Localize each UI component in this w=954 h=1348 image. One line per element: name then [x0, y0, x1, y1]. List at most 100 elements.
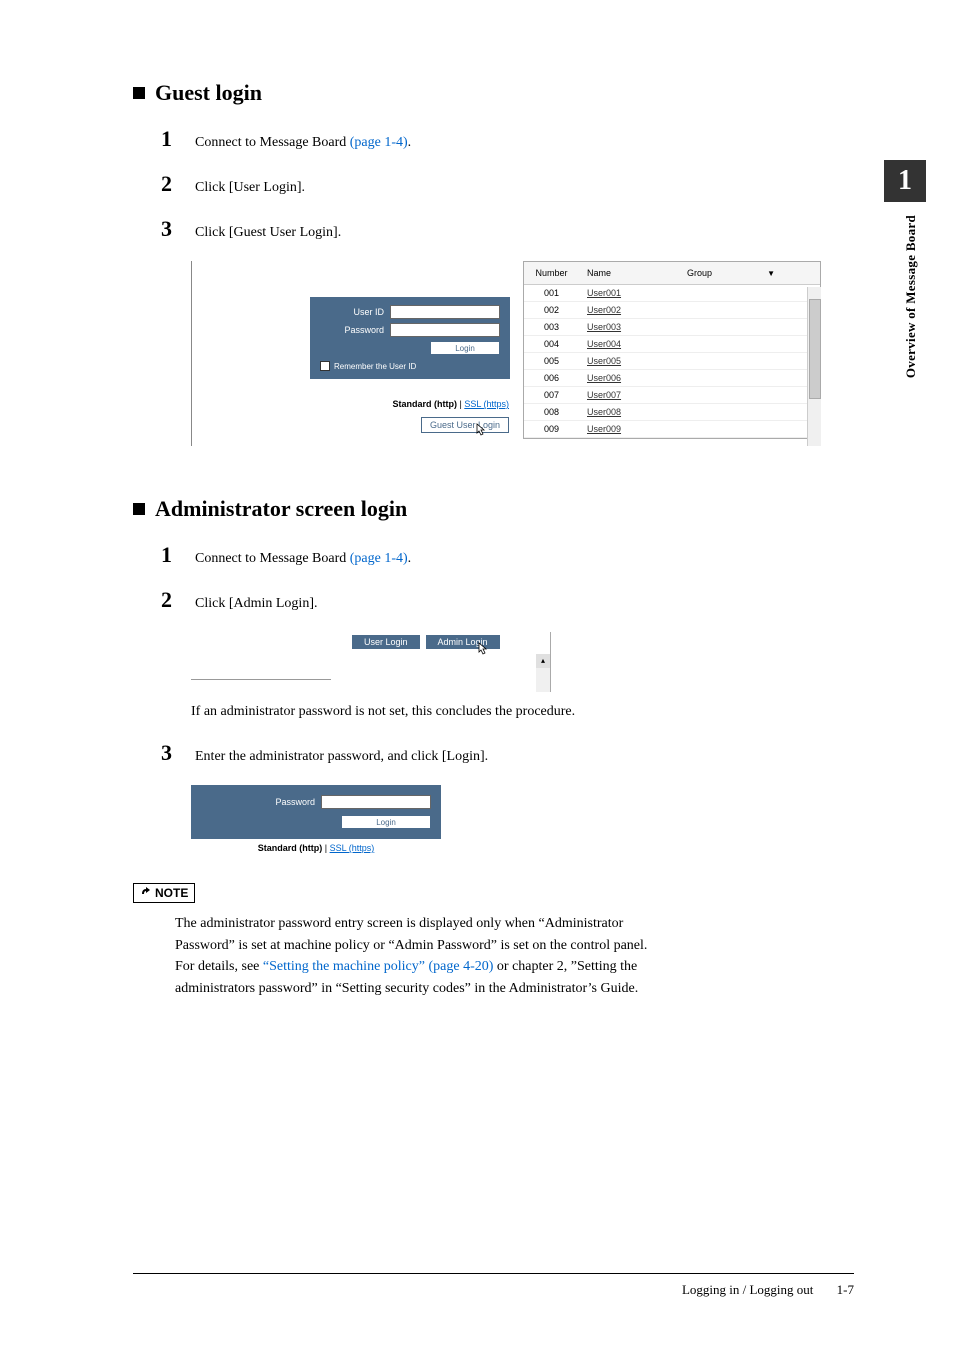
step-row: 2 Click [User Login].	[161, 171, 833, 198]
section-title: Administrator screen login	[155, 496, 407, 522]
step-text: Connect to Message Board (page 1-4).	[195, 132, 411, 153]
note-line: The administrator password entry screen …	[175, 913, 833, 935]
step-text-after: .	[408, 135, 412, 150]
note-icon	[140, 886, 151, 900]
screenshot-guest-login: User ID Password Login Remember the User…	[191, 261, 833, 446]
step2-note: If an administrator password is not set,…	[191, 704, 833, 720]
user-link[interactable]: User005	[587, 356, 621, 366]
step-number: 3	[161, 216, 179, 242]
table-row: 007 User007	[524, 387, 820, 404]
step-number: 1	[161, 126, 179, 152]
th-number: Number	[524, 268, 579, 278]
cell-number: 003	[524, 322, 579, 332]
cell-number: 001	[524, 288, 579, 298]
password-row: Password	[320, 323, 500, 337]
scroll-up-icon: ▴	[536, 654, 550, 668]
remember-checkbox[interactable]	[320, 361, 330, 371]
step-row: 1 Connect to Message Board (page 1-4).	[161, 126, 833, 153]
password-screenshot: Password Login Standard (http) | SSL (ht…	[191, 785, 441, 853]
user-link[interactable]: User004	[587, 339, 621, 349]
user-table: Number Name Group ▼ 001User001 002User00…	[523, 261, 821, 439]
step-text-after: .	[408, 551, 412, 566]
dropdown-icon: ▼	[767, 269, 775, 278]
step-number: 2	[161, 587, 179, 613]
login-panel: User ID Password Login Remember the User…	[310, 297, 510, 379]
page-link[interactable]: (page 1-4)	[350, 551, 408, 566]
table-row: 006 User006	[524, 370, 820, 387]
table-row: 003 User003	[524, 319, 820, 336]
cell-number: 006	[524, 373, 579, 383]
cell-number: 004	[524, 339, 579, 349]
user-id-label: User ID	[353, 307, 384, 317]
vertical-scrollbar[interactable]	[807, 287, 821, 446]
password-input[interactable]	[321, 795, 431, 809]
cell-number: 009	[524, 424, 579, 434]
side-chapter-label: Overview of Message Board	[903, 215, 919, 378]
admin-login-tab[interactable]: Admin Login	[425, 634, 501, 650]
protocol-row: Standard (http) | SSL (https)	[392, 399, 509, 409]
page-link[interactable]: “Setting the machine policy” (page 4-20)	[263, 959, 494, 974]
login-button[interactable]: Login	[341, 815, 431, 829]
step-row: 1 Connect to Message Board (page 1-4).	[161, 542, 833, 569]
step-text: Click [User Login].	[195, 177, 305, 198]
user-link[interactable]: User009	[587, 424, 621, 434]
cell-name: User009	[579, 424, 729, 434]
user-link[interactable]: User002	[587, 305, 621, 315]
cell-name: User008	[579, 407, 729, 417]
step-row: 2 Click [Admin Login].	[161, 587, 833, 614]
divider-line	[191, 679, 331, 680]
note-label: NOTE	[155, 886, 188, 900]
note-text-before: For details, see	[175, 959, 263, 974]
password-input[interactable]	[390, 323, 500, 337]
section-bullet	[133, 87, 145, 99]
section-admin-header: Administrator screen login	[133, 496, 833, 522]
user-login-tab[interactable]: User Login	[351, 634, 421, 650]
th-group[interactable]: Group ▼	[679, 268, 789, 278]
cell-name: User002	[579, 305, 729, 315]
table-row: 005 User005	[524, 353, 820, 370]
page-footer: Logging in / Logging out 1-7	[133, 1273, 854, 1298]
note-line: administrators password” in “Setting sec…	[175, 978, 833, 1000]
page-content: Guest login 1 Connect to Message Board (…	[133, 80, 833, 1000]
user-link[interactable]: User008	[587, 407, 621, 417]
cell-number: 005	[524, 356, 579, 366]
table-row: 009 User009	[524, 421, 820, 438]
page-link[interactable]: (page 1-4)	[350, 135, 408, 150]
protocol-ssl-link[interactable]: SSL (https)	[330, 843, 375, 853]
note-label-box: NOTE	[133, 883, 195, 903]
login-button[interactable]: Login	[430, 341, 500, 355]
scrollbar[interactable]: ▴	[536, 654, 550, 692]
password-label: Password	[275, 797, 315, 807]
password-panel: Password Login	[191, 785, 441, 839]
step-text: Click [Admin Login].	[195, 593, 318, 614]
user-link[interactable]: User001	[587, 288, 621, 298]
user-link[interactable]: User007	[587, 390, 621, 400]
protocol-ssl-link[interactable]: SSL (https)	[464, 399, 509, 409]
note-line: Password” is set at machine policy or “A…	[175, 935, 833, 957]
section-bullet	[133, 503, 145, 515]
cell-number: 008	[524, 407, 579, 417]
th-group-label: Group	[687, 268, 712, 278]
step-text: Enter the administrator password, and cl…	[195, 746, 488, 767]
user-id-input[interactable]	[390, 305, 500, 319]
user-table-screenshot: Number Name Group ▼ 001User001 002User00…	[523, 261, 821, 446]
cell-name: User006	[579, 373, 729, 383]
user-link[interactable]: User003	[587, 322, 621, 332]
guest-login-button[interactable]: Guest User Login	[421, 417, 509, 433]
step-text: Click [Guest User Login].	[195, 222, 341, 243]
note-body: The administrator password entry screen …	[175, 913, 833, 1000]
user-link[interactable]: User006	[587, 373, 621, 383]
section-guest-login-header: Guest login	[133, 80, 833, 106]
cell-name: User004	[579, 339, 729, 349]
login-form-screenshot: User ID Password Login Remember the User…	[191, 261, 519, 446]
scroll-thumb[interactable]	[809, 299, 821, 399]
step-row: 3 Click [Guest User Login].	[161, 216, 833, 243]
protocol-standard: Standard (http)	[392, 399, 457, 409]
step-text-before: Connect to Message Board	[195, 135, 350, 150]
cell-number: 007	[524, 390, 579, 400]
step-number: 3	[161, 740, 179, 766]
step-text-before: Connect to Message Board	[195, 551, 350, 566]
cell-number: 002	[524, 305, 579, 315]
protocol-row: Standard (http) | SSL (https)	[191, 843, 441, 853]
remember-row: Remember the User ID	[320, 361, 500, 371]
